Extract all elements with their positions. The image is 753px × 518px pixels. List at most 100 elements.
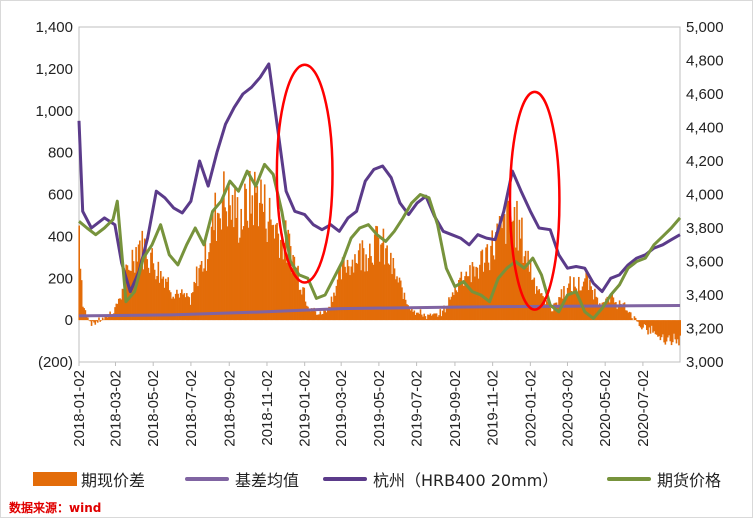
basis-bar bbox=[544, 304, 547, 321]
basis-bar bbox=[271, 225, 273, 321]
basis-bar bbox=[414, 314, 417, 321]
basis-bar bbox=[652, 320, 654, 333]
basis-bar bbox=[491, 230, 494, 321]
basis-bar bbox=[310, 308, 313, 321]
basis-bar bbox=[438, 315, 440, 321]
basis-bar bbox=[434, 313, 437, 321]
basis-bar bbox=[192, 292, 194, 321]
y-left-tick-label: 600 bbox=[48, 187, 73, 204]
y-right-tick-label: 4,800 bbox=[686, 53, 724, 70]
basis-bar bbox=[418, 313, 421, 321]
basis-bar bbox=[287, 229, 289, 321]
basis-bar bbox=[218, 213, 220, 321]
basis-bar bbox=[467, 276, 470, 321]
basis-bar bbox=[157, 261, 160, 321]
basis-bar bbox=[156, 275, 158, 321]
basis-bar bbox=[404, 299, 407, 321]
basis-bar bbox=[209, 243, 212, 321]
basis-bar bbox=[252, 225, 255, 321]
basis-bar bbox=[228, 184, 230, 321]
basis-bar bbox=[626, 310, 628, 321]
basis-bar bbox=[428, 314, 430, 321]
basis-bar bbox=[78, 225, 80, 321]
basis-bar bbox=[340, 279, 343, 321]
basis-bar bbox=[187, 296, 189, 321]
basis-bar bbox=[633, 316, 636, 321]
basis-bar bbox=[669, 320, 672, 342]
x-tick-label: 2018-05-02 bbox=[145, 370, 162, 447]
basis-bar bbox=[435, 313, 438, 321]
basis-bar bbox=[631, 318, 633, 321]
basis-bar bbox=[514, 247, 517, 321]
basis-bar bbox=[288, 233, 291, 321]
basis-bar bbox=[244, 183, 246, 321]
basis-bar bbox=[193, 281, 196, 321]
basis-bar bbox=[430, 315, 433, 321]
basis-bar bbox=[254, 171, 256, 321]
x-tick-label: 2019-07-02 bbox=[409, 370, 426, 447]
y-right-tick-label: 3,400 bbox=[686, 287, 724, 304]
basis-bar bbox=[636, 320, 638, 322]
basis-bar bbox=[278, 257, 281, 321]
y-left-tick-label: 200 bbox=[48, 270, 73, 287]
basis-bar bbox=[466, 276, 469, 321]
basis-bar bbox=[85, 315, 88, 321]
basis-bar bbox=[367, 258, 370, 321]
basis-bar bbox=[629, 312, 632, 321]
basis-bar bbox=[662, 320, 664, 335]
basis-bar bbox=[620, 303, 622, 321]
basis-bar bbox=[388, 264, 391, 321]
basis-bar bbox=[189, 304, 192, 321]
basis-bar bbox=[649, 320, 652, 334]
basis-bar bbox=[667, 320, 669, 338]
basis-bar bbox=[323, 308, 325, 321]
basis-bar bbox=[100, 320, 103, 321]
basis-bar bbox=[105, 314, 108, 321]
basis-bar bbox=[412, 311, 414, 321]
basis-bar bbox=[140, 259, 142, 321]
basis-bar bbox=[234, 185, 236, 321]
basis-bar bbox=[308, 309, 311, 321]
basis-bar bbox=[255, 192, 257, 321]
basis-bar bbox=[305, 305, 308, 321]
basis-bar bbox=[110, 315, 113, 321]
basis-bar bbox=[595, 296, 597, 321]
basis-bar bbox=[663, 320, 665, 343]
basis-bar bbox=[152, 263, 155, 321]
basis-bar bbox=[488, 270, 491, 321]
basis-bar bbox=[445, 305, 448, 321]
legend-item-basis-mean: 基差均值 bbox=[185, 467, 299, 491]
basis-bar bbox=[381, 243, 383, 321]
basis-bar bbox=[204, 238, 207, 321]
basis-bar bbox=[655, 320, 658, 335]
basis-bar bbox=[229, 205, 231, 321]
basis-bar bbox=[224, 207, 226, 321]
basis-bar bbox=[529, 261, 532, 321]
basis-bar bbox=[355, 262, 358, 321]
basis-bar bbox=[260, 179, 262, 321]
basis-bar bbox=[646, 320, 648, 331]
basis-bar bbox=[586, 274, 589, 321]
basis-bar bbox=[673, 320, 675, 334]
basis-bar bbox=[458, 280, 460, 321]
basis-bar bbox=[147, 267, 150, 321]
basis-bar bbox=[338, 266, 340, 321]
x-tick-label: 2020-07-02 bbox=[635, 370, 652, 447]
highlight-ellipse-1 bbox=[275, 63, 334, 284]
y-left-tick-label: 1,400 bbox=[35, 19, 73, 36]
basis-bar bbox=[573, 277, 575, 321]
basis-bar bbox=[425, 319, 428, 321]
basis-bar bbox=[496, 223, 498, 321]
y-left-tick-label: (200) bbox=[38, 354, 73, 371]
basis-bar bbox=[120, 299, 123, 321]
basis-bar bbox=[548, 307, 550, 321]
basis-bar bbox=[502, 210, 505, 321]
basis-bar bbox=[377, 237, 380, 321]
data-source-note: 数据来源：wind bbox=[9, 501, 102, 515]
basis-bar bbox=[319, 311, 322, 321]
basis-bar bbox=[497, 228, 500, 321]
basis-bar bbox=[506, 197, 508, 321]
x-tick-label: 2019-11-02 bbox=[485, 370, 502, 446]
basis-bar bbox=[550, 311, 553, 321]
basis-bar bbox=[549, 307, 552, 321]
